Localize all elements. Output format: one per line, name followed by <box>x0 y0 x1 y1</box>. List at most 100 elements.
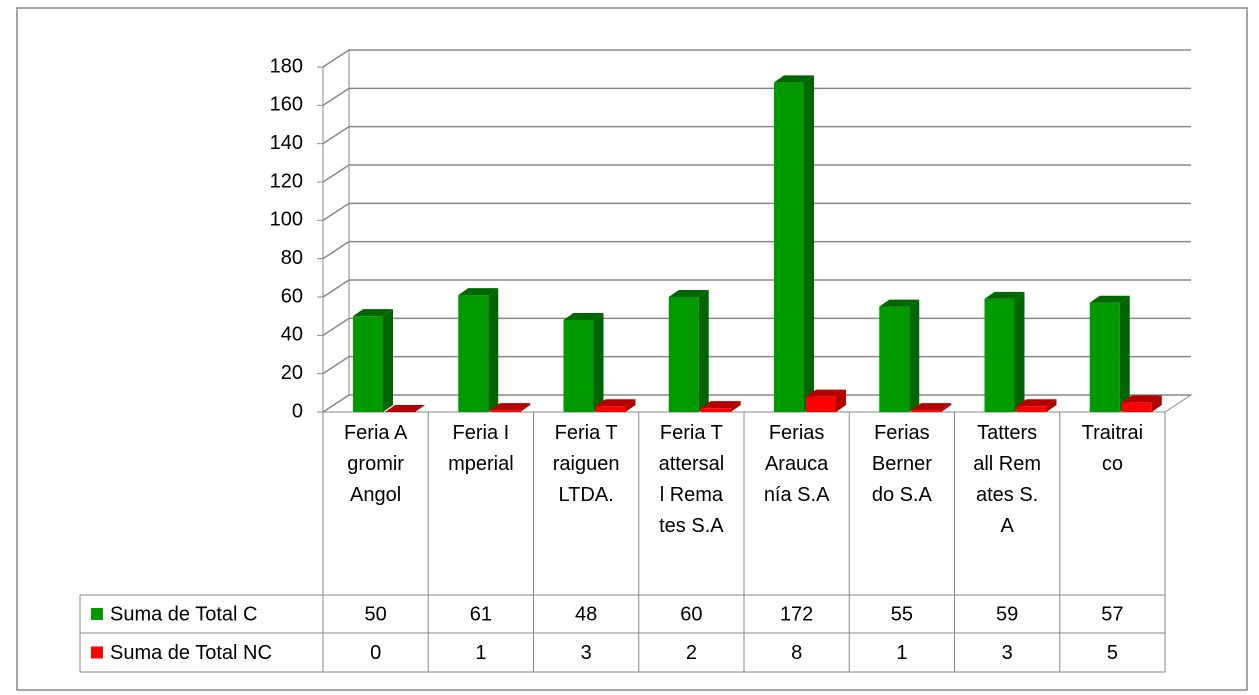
bar-front <box>700 408 731 412</box>
y-tick-label: 0 <box>292 400 303 422</box>
bar <box>700 401 741 412</box>
bar-front <box>353 316 383 412</box>
bar-side <box>730 401 741 412</box>
y-tick-label: 20 <box>281 362 303 384</box>
table-value: 61 <box>470 603 492 625</box>
bar <box>911 403 952 412</box>
x-tick-label: Tattersall Remates S.A <box>973 422 1042 537</box>
bar-side <box>1151 395 1162 412</box>
bar-side <box>383 309 393 412</box>
bar-side <box>836 389 846 412</box>
table-value: 50 <box>365 603 387 625</box>
bar-side <box>804 75 814 412</box>
grid-line <box>322 125 1191 145</box>
bar-front <box>1121 402 1152 412</box>
bar <box>1089 295 1130 412</box>
table-value: 1 <box>475 642 486 664</box>
legend-label: Suma de Total C <box>110 603 258 625</box>
table-value: 5 <box>1107 642 1118 664</box>
bar-top <box>879 299 920 307</box>
bar <box>806 389 846 412</box>
bar-front <box>1089 302 1120 412</box>
y-tick-label: 160 <box>270 94 303 116</box>
bar-front <box>595 406 626 412</box>
bar-top <box>700 401 741 409</box>
bar-side <box>1119 295 1130 412</box>
bar-top <box>984 291 1025 299</box>
bar-top <box>1016 399 1057 407</box>
bar-top <box>911 403 952 411</box>
bar <box>1016 399 1057 412</box>
x-tick-label: Ferias Bernerdo S.A <box>871 422 932 506</box>
bar <box>595 399 636 412</box>
table-value: 8 <box>791 642 802 664</box>
bar <box>1121 395 1162 412</box>
bar-front <box>668 297 699 412</box>
bar-top <box>774 75 814 83</box>
bar-front <box>879 306 910 412</box>
bar-side <box>909 299 920 412</box>
table-value: 59 <box>996 603 1018 625</box>
grid-line <box>322 164 1191 183</box>
bar-top <box>806 389 846 397</box>
y-tick-label: 60 <box>281 285 303 307</box>
bar-front <box>458 295 489 412</box>
bar <box>490 403 531 412</box>
bar-front <box>806 396 836 412</box>
bar-top <box>1121 395 1162 403</box>
bar-side <box>593 313 604 412</box>
legend-label: Suma de Total NC <box>110 642 272 664</box>
bar-side <box>625 399 636 412</box>
y-tick-label: 100 <box>270 209 303 231</box>
bar-top <box>458 288 499 296</box>
y-tick-label: 40 <box>281 324 303 346</box>
legend-swatch <box>91 608 103 620</box>
bar <box>984 291 1025 412</box>
bar <box>879 299 920 412</box>
y-tick-label: 140 <box>270 132 303 154</box>
bar-side <box>698 290 709 412</box>
table-value: 55 <box>891 603 913 625</box>
x-tick-label: Feria Imperial <box>448 422 514 475</box>
bar-side <box>1046 399 1057 412</box>
y-tick-label: 80 <box>281 247 303 269</box>
table-value: 0 <box>370 642 381 664</box>
bar-side <box>520 403 531 412</box>
bar-top <box>595 399 636 407</box>
bar-side <box>488 288 499 412</box>
bar-top <box>1089 295 1130 303</box>
bar-side <box>941 403 952 412</box>
grid-line <box>322 87 1191 106</box>
table-value: 3 <box>1002 642 1013 664</box>
grid-line <box>322 279 1191 298</box>
y-tick-label: 180 <box>270 55 303 77</box>
bar-top <box>490 403 531 411</box>
bar-front <box>490 410 521 412</box>
grid-line <box>322 240 1191 260</box>
table-value: 48 <box>575 603 597 625</box>
table-value: 1 <box>896 642 907 664</box>
bar-top <box>353 309 393 317</box>
table-value: 57 <box>1101 603 1123 625</box>
bar-top <box>668 290 709 297</box>
y-tick-label: 120 <box>270 170 303 192</box>
legend-swatch <box>91 646 103 659</box>
table-value: 60 <box>680 603 702 625</box>
bar-front <box>984 298 1015 412</box>
bar <box>774 75 814 412</box>
chart-border <box>16 7 1248 691</box>
table-value: 2 <box>686 642 697 664</box>
bar <box>385 405 425 412</box>
bar <box>353 309 393 412</box>
grid-line <box>322 202 1191 221</box>
table-value: 172 <box>780 603 813 625</box>
bar-front <box>774 82 804 412</box>
bar-front <box>911 410 942 412</box>
x-tick-label: Feria Tattersall Remates S.A <box>658 422 725 537</box>
bar-top <box>563 313 604 320</box>
bar <box>668 290 709 412</box>
x-tick-label: Traitraico <box>1081 422 1144 475</box>
bar-front <box>563 320 594 412</box>
